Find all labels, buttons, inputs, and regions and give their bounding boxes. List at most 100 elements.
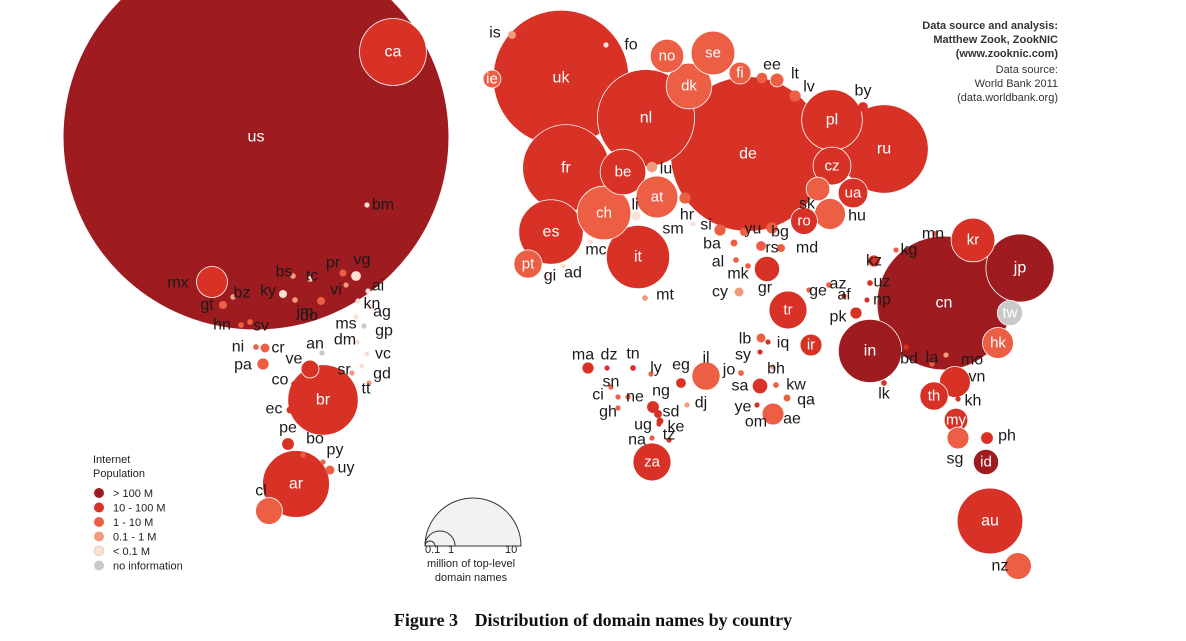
bubble-fi — [728, 61, 752, 85]
label-is: is — [489, 25, 501, 42]
legend-label-c5: > 100 M — [113, 488, 153, 500]
source-line-1: Data source and analysis: — [922, 20, 1058, 32]
bubble-us — [62, 0, 450, 331]
bubble-za — [632, 442, 672, 482]
bubble-dj — [684, 402, 690, 408]
label-tn: tn — [626, 346, 639, 363]
bubble-la — [929, 361, 935, 367]
label-ph: ph — [998, 428, 1016, 445]
bubble-cl — [255, 497, 283, 525]
label-jp: jp — [1013, 260, 1027, 277]
label-nl: nl — [640, 110, 652, 127]
bubble-sy — [757, 349, 763, 355]
size-legend-circle-0-1 — [424, 540, 436, 547]
figure-title: Distribution of domain names by country — [474, 610, 793, 630]
bubble-ag — [367, 304, 373, 310]
bubble-ad — [560, 263, 566, 269]
label-md: md — [796, 240, 818, 257]
label-by: by — [855, 83, 872, 100]
size-tick-0-1: 0.1 — [425, 544, 440, 556]
label-ru: ru — [877, 141, 891, 158]
legend-label-c3: 1 - 10 M — [113, 517, 153, 529]
bubble-bg — [766, 222, 778, 234]
label-pe: pe — [279, 420, 297, 437]
bubble-ai — [365, 288, 371, 294]
bubble-th — [919, 381, 949, 411]
bubble-ar — [262, 450, 330, 518]
label-pa: pa — [234, 357, 252, 374]
label-qa: qa — [797, 392, 815, 409]
label-sa: sa — [732, 378, 749, 395]
size-tick-10: 10 — [505, 544, 517, 556]
bubble-it — [605, 224, 671, 290]
label-us: us — [248, 129, 265, 146]
label-no: no — [659, 48, 676, 65]
label-li: li — [631, 197, 638, 214]
label-ie: ie — [486, 71, 498, 88]
label-tw: tw — [1003, 305, 1018, 322]
label-se: se — [705, 45, 721, 62]
bubble-ng — [646, 400, 660, 414]
bubble-gr — [753, 255, 781, 283]
source-line-3: (www.zooknic.com) — [956, 48, 1059, 60]
bubble-md — [777, 244, 785, 252]
bubble-gd — [359, 363, 365, 369]
label-vn: vn — [969, 369, 986, 386]
label-ne: ne — [626, 389, 644, 406]
label-at: at — [651, 189, 664, 206]
bubble-lb — [756, 333, 766, 343]
label-ci: ci — [592, 387, 604, 404]
bubble-kw — [773, 382, 779, 388]
label-bm: bm — [372, 197, 394, 214]
bubble-ky — [279, 290, 287, 298]
label-kh: kh — [965, 393, 982, 410]
bubble-gi — [543, 273, 549, 279]
label-pr: pr — [326, 255, 341, 272]
bubble-br — [287, 364, 359, 436]
country-labels: us de uk cn nl ru fr br jp ca ar au es it in pl ch dk be se… — [167, 25, 1026, 575]
source-line-4: Data source: — [996, 64, 1058, 76]
label-gh: gh — [599, 404, 617, 421]
bubble-np — [864, 297, 870, 303]
bubble-ca — [359, 18, 427, 86]
label-fr: fr — [561, 160, 571, 177]
bubble-rs — [756, 241, 766, 251]
label-ky: ky — [260, 283, 276, 300]
bubble-in — [837, 318, 903, 384]
bubble-co — [291, 381, 297, 387]
bubble-bd — [903, 344, 909, 350]
label-sy: sy — [735, 347, 751, 364]
bubble-pr — [339, 269, 347, 277]
label-om: om — [745, 414, 767, 431]
bubble-bm — [364, 202, 370, 208]
label-ar: ar — [289, 476, 304, 493]
bubble-dm — [354, 339, 360, 345]
label-fi: fi — [736, 65, 744, 82]
label-za: za — [644, 454, 661, 471]
bubble-ie — [482, 69, 502, 89]
bubble-qa — [783, 394, 791, 402]
bubble-ge — [806, 287, 812, 293]
label-mk: mk — [727, 266, 749, 283]
bubble-pe — [281, 437, 295, 451]
label-br: br — [316, 392, 331, 409]
bubble-na — [649, 435, 655, 441]
bubble-kz — [868, 255, 880, 267]
label-ng: ng — [652, 383, 670, 400]
label-ms: ms — [335, 316, 356, 333]
legend-title-2: Population — [93, 468, 145, 480]
label-lb: lb — [739, 331, 752, 348]
bubble-tn — [630, 365, 636, 371]
label-il: il — [702, 350, 709, 367]
label-do: do — [300, 308, 318, 325]
label-bz: bz — [234, 285, 251, 302]
label-tr: tr — [783, 302, 792, 319]
bubble-lt — [769, 72, 785, 88]
label-mx: mx — [167, 275, 188, 292]
bubble-ye — [754, 402, 760, 408]
color-legend: Internet Population > 100 M 10 - 100 M 1 -… — [93, 454, 183, 573]
bubble-py — [320, 459, 326, 465]
size-legend: 0.1 1 10 million of top-level domain nam… — [424, 497, 522, 584]
label-dj: dj — [695, 395, 707, 412]
